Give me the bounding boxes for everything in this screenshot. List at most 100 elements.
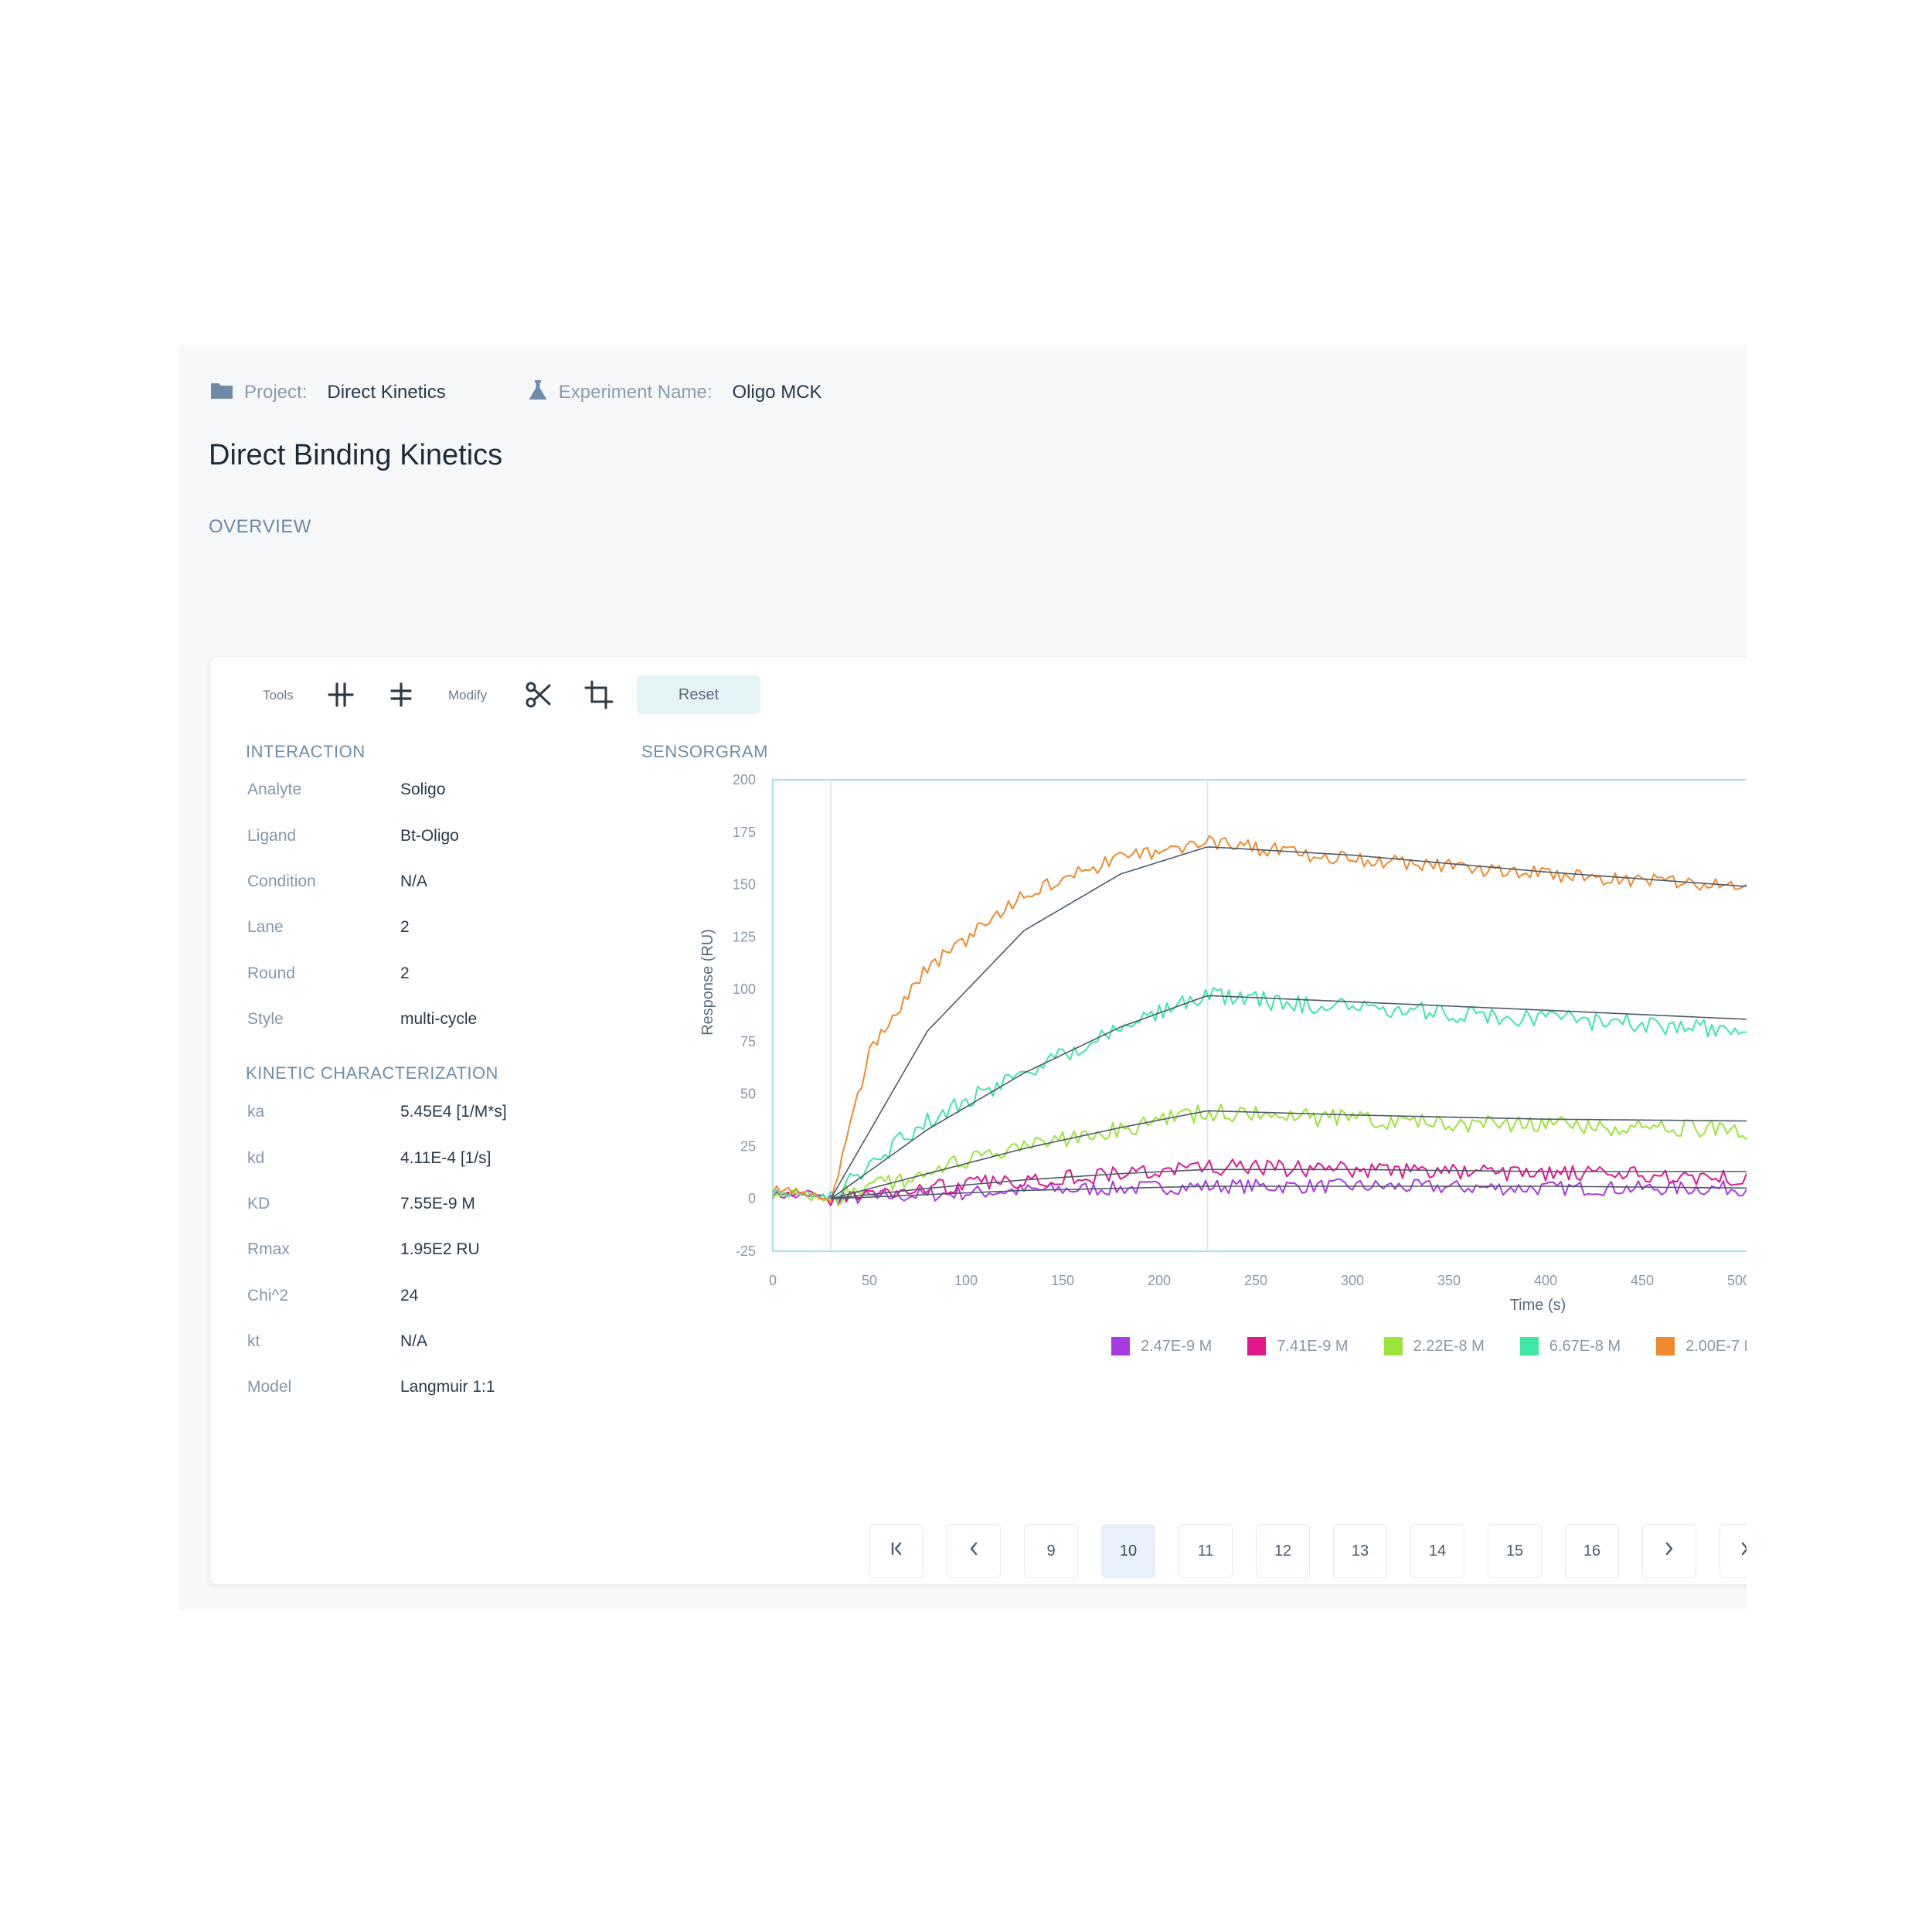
series-line xyxy=(772,1104,1747,1206)
x-tick-label: 500 xyxy=(1727,1273,1747,1288)
series-line xyxy=(772,987,1747,1202)
chevron-left-icon xyxy=(964,1539,983,1563)
sensorgram-title: SENSORGRAM xyxy=(641,742,768,761)
prev-page-button[interactable] xyxy=(947,1524,1001,1578)
KD-value: 7.55E-9 M xyxy=(400,1195,475,1213)
legend-label: 7.41E-9 M xyxy=(1277,1337,1349,1355)
legend-item[interactable]: 2.47E-9 M xyxy=(1111,1337,1212,1355)
page-title: Direct Binding Kinetics xyxy=(209,439,503,471)
fit-line xyxy=(830,995,1747,1199)
page-11-button[interactable]: 11 xyxy=(1179,1524,1233,1578)
rmax-label: Rmax xyxy=(247,1240,290,1258)
x-tick-label: 0 xyxy=(769,1273,777,1288)
project-crumb: Project: Direct Kinetics xyxy=(210,381,446,405)
KD-label: KD xyxy=(247,1195,270,1213)
ka-value: 5.45E4 [1/M*s] xyxy=(400,1103,507,1121)
style-value: multi-cycle xyxy=(400,1010,478,1028)
kinetic-title: KINETIC CHARACTERIZATION xyxy=(246,1063,498,1083)
page-9-button[interactable]: 9 xyxy=(1024,1524,1078,1578)
rmax-value: 1.95E2 RU xyxy=(400,1240,480,1258)
chart-legend: 2.47E-9 M 7.41E-9 M 2.22E-8 M 6.67E-8 M … xyxy=(1111,1332,1747,1360)
legend-label: 2.47E-9 M xyxy=(1141,1337,1213,1355)
interaction-title: INTERACTION xyxy=(246,742,366,761)
ligand-value: Bt-Oligo xyxy=(400,827,459,845)
legend-item[interactable]: 2.00E-7 M xyxy=(1656,1337,1747,1355)
kd-label: kd xyxy=(247,1149,265,1167)
experiment-crumb: Experiment Name: Oligo MCK xyxy=(528,379,822,406)
chi2-value: 24 xyxy=(400,1287,419,1304)
x-axis-title: Time (s) xyxy=(1510,1297,1566,1314)
modify-label: Modify xyxy=(448,688,488,702)
last-page-icon xyxy=(1737,1539,1747,1563)
experiment-label: Experiment Name: xyxy=(558,382,713,403)
experiment-value[interactable]: Oligo MCK xyxy=(732,382,822,403)
lane-label: Lane xyxy=(247,918,284,936)
crop-icon[interactable] xyxy=(580,675,618,714)
x-tick-label: 450 xyxy=(1631,1273,1654,1288)
legend-swatch xyxy=(1519,1337,1539,1355)
analyte-label: Analyte xyxy=(247,781,302,798)
flask-icon xyxy=(528,379,548,406)
legend-swatch xyxy=(1383,1337,1403,1355)
analyte-value: Soligo xyxy=(400,781,446,798)
legend-item[interactable]: 6.67E-8 M xyxy=(1519,1337,1621,1355)
first-page-button[interactable] xyxy=(869,1524,923,1578)
kt-value: N/A xyxy=(400,1332,428,1350)
ligand-label: Ligand xyxy=(247,827,297,845)
fit-line xyxy=(830,1185,1747,1199)
page-16-button[interactable]: 16 xyxy=(1565,1524,1619,1578)
y-axis-title: Response (RU) xyxy=(699,929,716,1036)
series-line xyxy=(772,1158,1747,1206)
y-tick-label: 200 xyxy=(733,772,756,787)
page-15-button[interactable]: 15 xyxy=(1488,1524,1542,1578)
analysis-card: Tools Modify Reset INTERACTION Analyte S… xyxy=(210,657,1747,1584)
x-tick-label: 100 xyxy=(954,1273,978,1288)
page-10-button[interactable]: 10 xyxy=(1101,1524,1155,1578)
model-label: Model xyxy=(247,1378,292,1396)
legend-swatch xyxy=(1111,1337,1130,1355)
y-tick-label: 25 xyxy=(740,1138,756,1154)
project-value[interactable]: Direct Kinetics xyxy=(327,382,446,403)
legend-item[interactable]: 2.22E-8 M xyxy=(1383,1337,1485,1355)
tools-label: Tools xyxy=(263,688,294,702)
horizontal-marker-icon[interactable] xyxy=(382,675,420,714)
y-tick-label: 125 xyxy=(733,929,756,944)
legend-label: 6.67E-8 M xyxy=(1549,1337,1621,1355)
scissors-icon[interactable] xyxy=(519,675,558,714)
x-tick-label: 350 xyxy=(1437,1273,1461,1288)
chevron-right-icon xyxy=(1660,1539,1679,1563)
page-12-button[interactable]: 12 xyxy=(1256,1524,1310,1578)
legend-item[interactable]: 7.41E-9 M xyxy=(1247,1337,1349,1355)
legend-label: 2.22E-8 M xyxy=(1413,1337,1485,1355)
x-tick-label: 300 xyxy=(1341,1273,1364,1288)
x-tick-label: 400 xyxy=(1534,1273,1557,1288)
tab-overview[interactable]: OVERVIEW xyxy=(209,516,311,537)
x-tick-label: 150 xyxy=(1051,1273,1074,1288)
x-tick-label: 200 xyxy=(1148,1273,1171,1288)
series-line xyxy=(772,835,1747,1203)
y-tick-label: 175 xyxy=(733,825,756,840)
style-label: Style xyxy=(247,1010,284,1028)
kd-value: 4.11E-4 [1/s] xyxy=(400,1149,492,1167)
fit-line xyxy=(830,846,1747,1199)
series-line xyxy=(772,1178,1747,1206)
chi2-label: Chi^2 xyxy=(247,1287,289,1304)
legend-label: 2.00E-7 M xyxy=(1685,1337,1747,1355)
last-page-button[interactable] xyxy=(1719,1524,1747,1578)
y-tick-label: 75 xyxy=(740,1034,756,1049)
lane-value: 2 xyxy=(400,918,410,936)
page-13-button[interactable]: 13 xyxy=(1333,1524,1387,1578)
legend-swatch xyxy=(1247,1337,1267,1355)
y-tick-label: 150 xyxy=(733,877,756,893)
app-window: Project: Direct Kinetics Experiment Name… xyxy=(179,345,1747,1609)
next-page-button[interactable] xyxy=(1642,1524,1696,1578)
condition-label: Condition xyxy=(247,872,316,890)
reset-button[interactable]: Reset xyxy=(637,675,760,714)
vertical-markers-icon[interactable] xyxy=(321,675,360,714)
x-tick-label: 50 xyxy=(862,1273,877,1288)
page-14-button[interactable]: 14 xyxy=(1410,1524,1464,1578)
breadcrumb: Project: Direct Kinetics Experiment Name… xyxy=(210,376,822,410)
model-value: Langmuir 1:1 xyxy=(400,1378,495,1396)
y-tick-label: 100 xyxy=(733,981,756,997)
